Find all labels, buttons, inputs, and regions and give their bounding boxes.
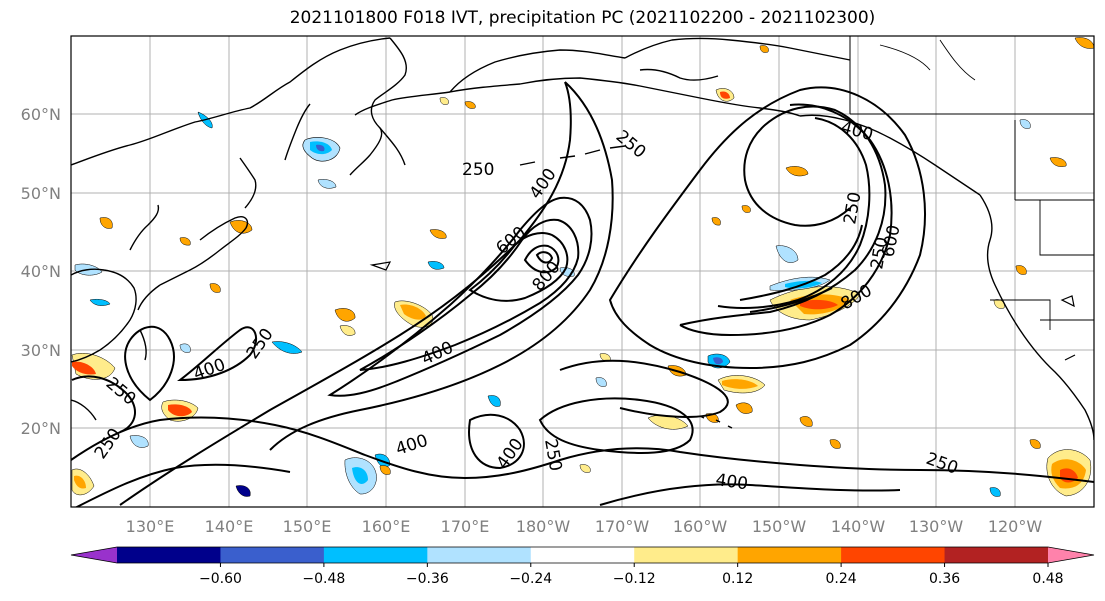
colorbar-segment [634, 547, 739, 563]
contour-label: 400 [714, 470, 749, 494]
colorbar-segment [841, 547, 946, 563]
lon-label: 140°W [831, 517, 886, 536]
colorbar-tick-label: 0.12 [722, 571, 753, 587]
lon-label: 170°E [441, 517, 490, 536]
lon-label: 180°W [516, 517, 571, 536]
colorbar-segment [530, 547, 635, 563]
colorbar-segment [427, 547, 532, 563]
colorbar-segment [117, 547, 221, 563]
longitude-labels: 130°E 140°E 150°E 160°E 170°E 180°W 170°… [126, 517, 1043, 536]
colorbar-extend-low [71, 547, 117, 563]
colorbar-tick-label: −0.60 [199, 571, 242, 587]
colorbar: −0.60 −0.48 −0.36 −0.24 −0.12 0.12 0.24 0.36 0.4… [70, 546, 1095, 587]
map-frame [70, 35, 1095, 508]
precipitation-patches [71, 37, 1094, 497]
lon-label: 130°W [909, 517, 964, 536]
lat-label: 20°N [21, 419, 61, 438]
lon-label: 120°W [988, 517, 1043, 536]
colorbar-extend-high [1048, 547, 1094, 563]
lon-label: 160°E [362, 517, 411, 536]
colorbar-tick-label: −0.48 [302, 571, 345, 587]
map-title: 2021101800 F018 IVT, precipitation PC (2… [289, 8, 876, 28]
lon-label: 150°W [752, 517, 807, 536]
contour-label: 250 [462, 160, 494, 180]
lon-label: 150°E [283, 517, 332, 536]
lat-label: 60°N [21, 105, 61, 124]
lon-label: 140°E [205, 517, 254, 536]
colorbar-tick-label: 0.48 [1032, 571, 1063, 587]
colorbar-outline [70, 546, 1095, 564]
colorbar-tick-label: 0.24 [826, 571, 857, 587]
latitude-labels: 60°N 50°N 40°N 30°N 20°N [21, 105, 61, 438]
lon-label: 130°E [126, 517, 175, 536]
lat-label: 40°N [21, 262, 61, 281]
colorbar-tick-label: −0.24 [509, 571, 552, 587]
colorbar-segment [944, 547, 1049, 563]
colorbar-tick-label: −0.12 [613, 571, 656, 587]
colorbar-segment [220, 547, 325, 563]
colorbar-tick-label: −0.36 [406, 571, 449, 587]
coastlines [71, 36, 1094, 441]
colorbar-segment [323, 547, 428, 563]
lon-label: 160°W [673, 517, 728, 536]
lat-label: 30°N [21, 341, 61, 360]
lat-label: 50°N [21, 184, 61, 203]
ivt-contours [71, 81, 1094, 507]
lon-label: 170°W [595, 517, 650, 536]
colorbar-tick-label: 0.36 [929, 571, 960, 587]
colorbar-segment [737, 547, 842, 563]
